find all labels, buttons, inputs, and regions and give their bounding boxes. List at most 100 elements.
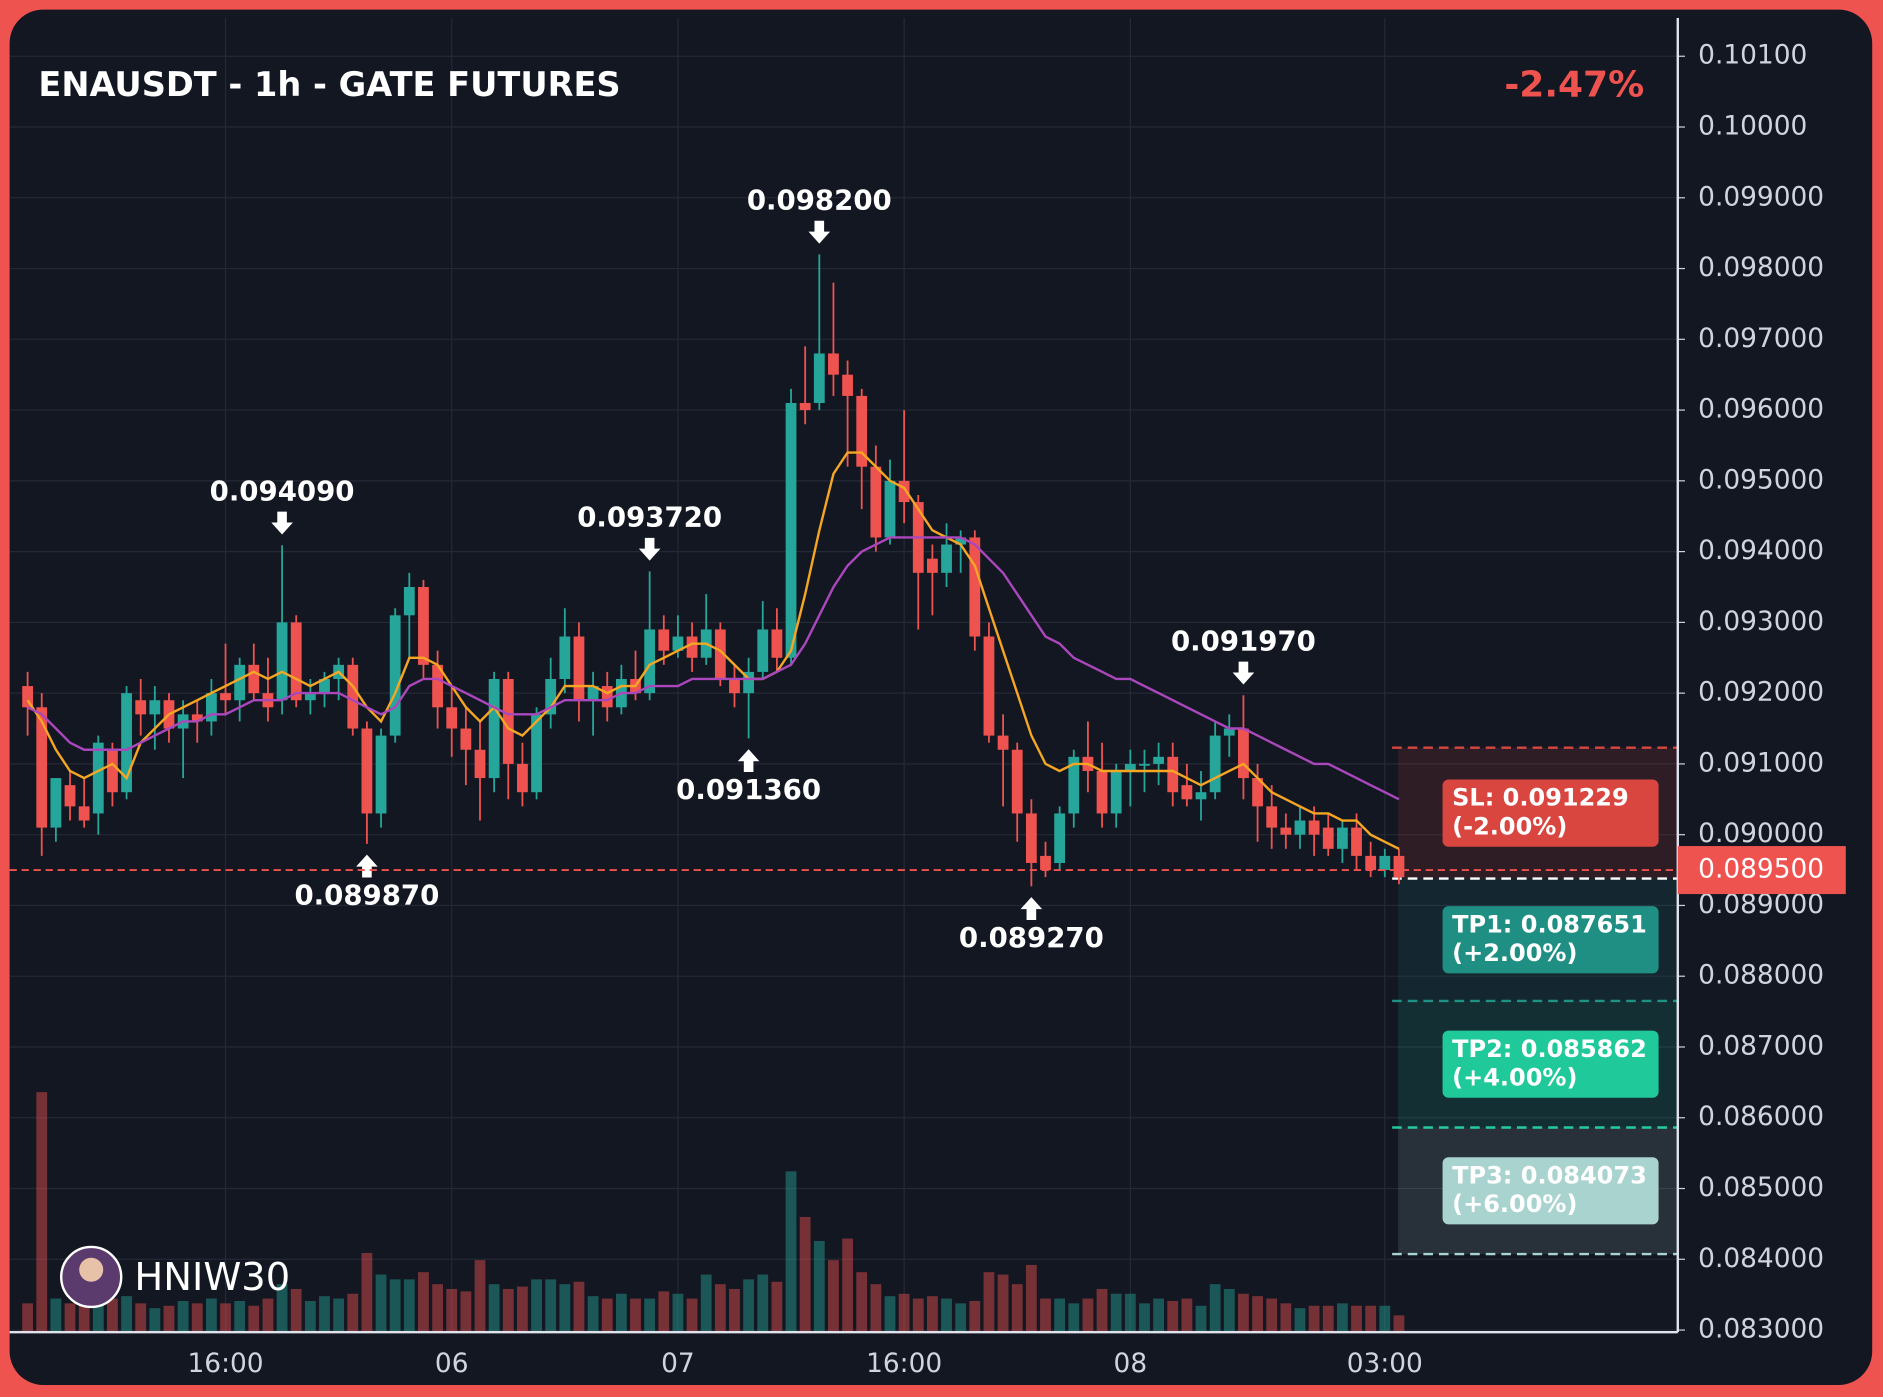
volume-bar <box>1351 1305 1362 1333</box>
volume-bar <box>347 1293 359 1333</box>
volume-bar <box>545 1279 557 1333</box>
volume-bar <box>191 1303 203 1333</box>
volume-bar <box>898 1293 910 1333</box>
volume-bar <box>121 1296 132 1333</box>
candle-body <box>418 586 429 665</box>
volume-bar <box>1153 1298 1165 1333</box>
volume-bar <box>361 1252 373 1333</box>
candle-body <box>22 686 34 708</box>
volume-bar <box>1025 1264 1037 1333</box>
y-tick-label: 0.090000 <box>1698 818 1824 849</box>
candle-body <box>997 735 1009 750</box>
candle-body <box>1336 827 1348 849</box>
level-badge <box>1442 1157 1659 1225</box>
volume-bar <box>969 1300 981 1333</box>
volume-bar <box>813 1240 825 1333</box>
volume-bar <box>743 1279 755 1333</box>
volume-bar <box>1393 1315 1405 1333</box>
last-price-badge <box>1677 846 1846 895</box>
candle-body <box>403 586 415 616</box>
candle-body <box>517 763 528 793</box>
candle-body <box>1351 827 1362 856</box>
volume-bar <box>1379 1305 1391 1333</box>
candle-body <box>36 707 48 828</box>
candle-body <box>121 693 132 793</box>
volume-bar <box>22 1303 34 1333</box>
candle-body <box>686 636 698 658</box>
candle-body <box>1294 820 1306 835</box>
candle-body <box>1096 770 1108 814</box>
volume-bar <box>262 1298 274 1333</box>
volume-bar <box>205 1298 217 1333</box>
candle-body <box>446 707 458 729</box>
volume-bar <box>1082 1298 1094 1333</box>
volume-bar <box>587 1296 599 1333</box>
volume-bar <box>1110 1293 1122 1333</box>
volume-bar <box>630 1298 641 1333</box>
candle-body <box>1025 813 1037 863</box>
volume-bar <box>1040 1298 1051 1333</box>
overlay-layer: 0.10100 0.10000 0.099000 0.098000 0.097000 0.… <box>9 18 1846 1379</box>
volume-bar <box>771 1281 783 1333</box>
candle-body <box>587 686 599 701</box>
candle-body <box>205 693 217 722</box>
volume-bar <box>64 1303 76 1333</box>
volume-bar <box>389 1279 401 1333</box>
volume-bar <box>418 1272 429 1333</box>
candle-body <box>1238 728 1249 779</box>
volume-bar <box>502 1288 514 1333</box>
volume-bar <box>1195 1305 1207 1333</box>
candle-body <box>1209 735 1221 793</box>
low-label: 0.091360 <box>676 773 821 806</box>
candle-body <box>1195 792 1207 800</box>
low-label: 0.089270 <box>959 921 1104 954</box>
x-tick-label: 06 <box>435 1348 469 1379</box>
candle-body <box>92 742 104 814</box>
x-tick-label: 08 <box>1114 1348 1148 1379</box>
volume-bar <box>912 1298 924 1333</box>
volume-bar <box>50 1298 62 1333</box>
y-tick-label: 0.084000 <box>1698 1243 1824 1274</box>
candle-body <box>304 693 316 701</box>
volume-bar <box>304 1300 316 1333</box>
volume-bar <box>135 1303 147 1333</box>
level-percent: (+2.00%) <box>1452 939 1577 967</box>
volume-bar <box>375 1274 387 1333</box>
y-tick-label: 0.096000 <box>1698 394 1824 425</box>
candle-body <box>644 629 656 694</box>
candle-body <box>389 615 401 736</box>
avatar-face <box>79 1257 104 1282</box>
candle-body <box>955 537 967 545</box>
volume-bar <box>234 1300 246 1333</box>
low-arrow <box>1020 897 1043 920</box>
y-tick-label: 0.083000 <box>1698 1314 1824 1345</box>
low-arrow <box>356 854 378 878</box>
candle-body <box>220 693 231 701</box>
candle-body <box>78 806 90 821</box>
volume-bar <box>1365 1305 1377 1333</box>
candle-body <box>460 728 472 750</box>
volume-bar <box>290 1288 302 1333</box>
chart-background <box>9 9 1873 1385</box>
candle-body <box>290 622 302 701</box>
volume-bar <box>78 1300 90 1333</box>
y-tick-label: 0.091000 <box>1698 747 1824 778</box>
candle-body <box>135 700 147 715</box>
level-badge <box>1442 906 1659 974</box>
high-label: 0.094090 <box>210 474 355 507</box>
y-tick-label: 0.092000 <box>1698 677 1824 708</box>
volume-bar <box>1223 1288 1235 1333</box>
volume-bar <box>432 1284 443 1333</box>
high-arrow <box>1232 661 1255 685</box>
volume-bar <box>163 1305 175 1333</box>
y-tick-label: 0.087000 <box>1698 1030 1824 1061</box>
y-tick-label: 0.097000 <box>1698 323 1824 354</box>
high-label: 0.091970 <box>1171 624 1316 657</box>
grid-layer <box>9 18 1678 1333</box>
x-tick-label: 16:00 <box>866 1348 942 1379</box>
volume-bar <box>884 1296 896 1333</box>
volume-bar <box>1096 1288 1108 1333</box>
volume-bar <box>1181 1298 1193 1333</box>
candle-body <box>1181 785 1193 800</box>
